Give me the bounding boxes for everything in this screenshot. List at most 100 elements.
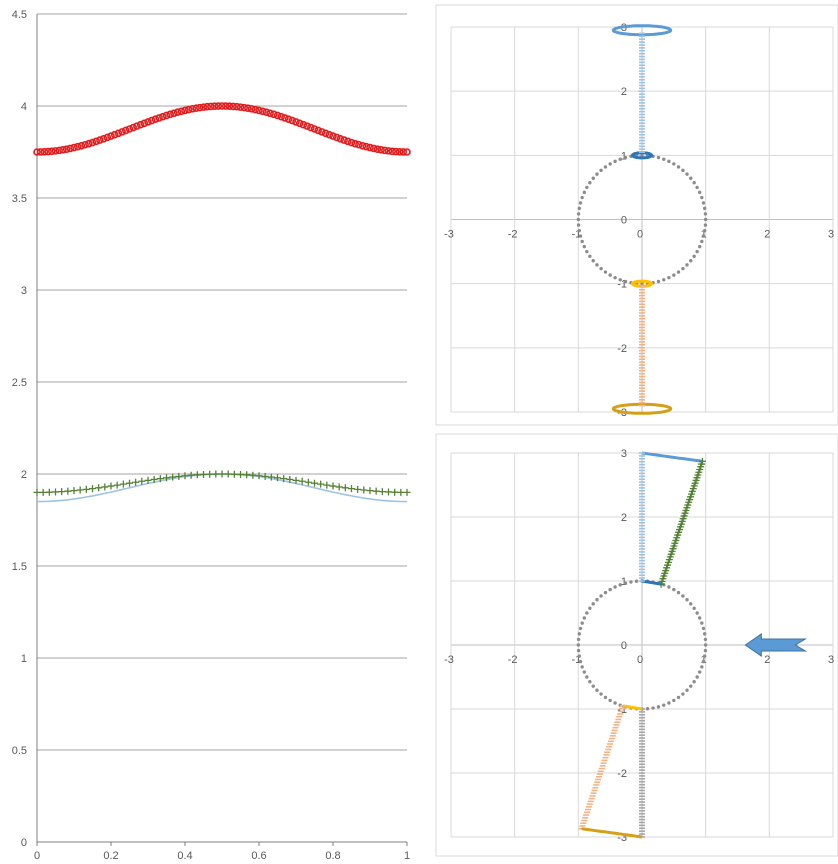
series-2 — [641, 451, 703, 463]
data-point — [355, 140, 363, 149]
data-point — [321, 129, 330, 138]
data-point — [681, 266, 685, 271]
data-point — [210, 102, 219, 110]
series-3 — [657, 457, 706, 588]
data-point — [681, 692, 685, 696]
x-tick-label: 2 — [764, 229, 770, 241]
data-point — [329, 482, 337, 490]
data-point — [251, 105, 260, 114]
data-point — [129, 123, 137, 132]
data-point — [64, 487, 72, 495]
data-point — [140, 119, 149, 128]
series-ring — [631, 151, 653, 160]
data-point — [397, 488, 405, 496]
series-line — [641, 451, 703, 463]
y-tick-label: -1 — [617, 279, 627, 291]
data-point — [599, 692, 603, 696]
x-tick-label: 0 — [34, 850, 40, 862]
series-ring — [611, 402, 673, 415]
data-point — [372, 487, 380, 495]
data-point — [92, 137, 100, 146]
data-point — [184, 105, 193, 114]
data-point — [212, 470, 220, 478]
data-point — [70, 487, 78, 495]
y-tick-label: -1 — [617, 704, 627, 716]
series-3 — [631, 151, 653, 160]
data-point — [685, 263, 689, 267]
data-point — [163, 474, 170, 482]
series-8 — [578, 705, 626, 830]
data-point — [385, 488, 392, 496]
data-point — [33, 488, 41, 496]
data-point — [298, 477, 306, 485]
data-point — [599, 168, 603, 173]
data-point — [623, 155, 628, 160]
series-line — [641, 579, 662, 586]
data-point — [36, 148, 45, 156]
x-tick-label: 3 — [828, 229, 834, 241]
data-point — [689, 602, 693, 606]
data-point — [700, 195, 704, 200]
x-tick-label: 1 — [404, 850, 410, 862]
data-point — [304, 478, 312, 486]
data-point — [44, 147, 52, 156]
data-point — [656, 279, 661, 284]
data-point — [576, 223, 581, 227]
data-point — [96, 136, 104, 144]
data-point — [613, 585, 617, 589]
data-point — [662, 703, 666, 707]
data-point — [310, 125, 319, 133]
data-point — [81, 140, 89, 149]
data-point — [99, 134, 108, 143]
series-7 — [639, 286, 645, 407]
data-point — [618, 278, 622, 282]
data-point — [603, 270, 608, 274]
x-tick-label: 2 — [764, 654, 770, 666]
data-point — [314, 126, 323, 135]
y-tick-label: 2 — [621, 512, 627, 524]
x-tick-label: -3 — [444, 654, 454, 666]
data-point — [244, 104, 252, 112]
x-tick-label: 3 — [828, 654, 834, 666]
data-point — [667, 701, 671, 705]
data-point — [695, 249, 699, 254]
data-point — [199, 103, 208, 111]
data-point — [255, 106, 263, 115]
data-point — [362, 142, 371, 151]
data-point — [177, 107, 186, 116]
data-point — [603, 165, 608, 169]
x-tick-label: 0.4 — [177, 850, 192, 862]
data-point — [173, 108, 182, 117]
data-point — [144, 118, 152, 126]
data-point — [262, 108, 271, 117]
x-tick-label: -1 — [571, 229, 581, 241]
data-point — [162, 111, 171, 120]
y-tick-label: 0.5 — [12, 745, 27, 757]
y-tick-label: 0 — [621, 215, 627, 227]
data-point — [672, 698, 676, 703]
data-point — [591, 176, 595, 180]
data-point — [255, 472, 263, 480]
data-point — [672, 162, 676, 166]
data-point — [577, 228, 582, 233]
data-point — [662, 278, 666, 282]
data-point — [62, 145, 71, 153]
data-point — [676, 165, 681, 169]
series-1 — [33, 102, 411, 156]
data-point — [703, 217, 708, 222]
data-point — [340, 136, 348, 144]
data-point — [613, 159, 617, 164]
series-5 — [639, 452, 645, 582]
data-point — [700, 239, 704, 244]
data-point — [336, 134, 345, 143]
data-point — [200, 470, 207, 478]
data-point — [695, 185, 699, 190]
data-point — [603, 590, 608, 595]
data-point — [110, 130, 119, 139]
data-point — [585, 611, 589, 615]
data-point — [225, 102, 234, 110]
data-point — [224, 470, 232, 478]
data-point — [676, 590, 681, 595]
